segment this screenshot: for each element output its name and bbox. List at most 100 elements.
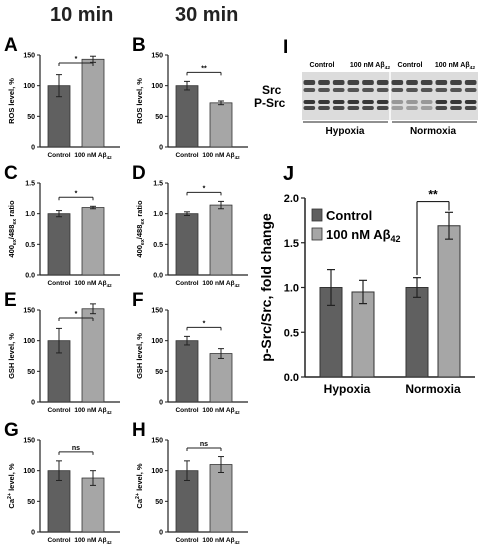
y-axis-label: 400ex/488ex ratio xyxy=(7,200,18,258)
chart-H: H 0 50 100 150 Ca2+ level, % Control 100 nM Aβ4… xyxy=(132,420,248,545)
y-tick-label: 50 xyxy=(155,499,163,506)
y-axis-label: GSH level, % xyxy=(135,333,144,379)
chart-F: F 0 50 100 150 GSH level, % Control 100 nM Aβ42… xyxy=(132,290,248,415)
band-src xyxy=(318,80,330,85)
band-psrc xyxy=(450,106,462,110)
band-psrc xyxy=(391,106,404,110)
chart-J: J 0.0 0.5 1.0 1.5 2.0 p-Src/Src, fold change Hy… xyxy=(258,163,475,396)
band-psrc xyxy=(406,100,418,104)
western-blot: I Control 100 nM Aβ42 Control 100 nM Aβ42 Src… xyxy=(254,37,478,137)
band-psrc xyxy=(347,106,360,110)
row-label-psrc: P-Src xyxy=(254,96,286,110)
row-label-src: Src xyxy=(262,83,282,97)
band-psrc xyxy=(435,100,448,104)
y-tick-label: 0.5 xyxy=(284,327,299,339)
band-src xyxy=(435,80,448,85)
band-psrc xyxy=(391,100,404,104)
x-tick-label: Control xyxy=(47,152,70,159)
lane-label-abeta: 100 nM Aβ42 xyxy=(435,62,475,71)
y-tick-label: 50 xyxy=(155,369,163,376)
panel-letter: G xyxy=(4,420,19,441)
significance-label: ns xyxy=(72,445,80,452)
y-tick-label: 0 xyxy=(31,530,35,537)
significance-label: * xyxy=(203,185,206,192)
chart-C: C 0.0 0.5 1.0 1.5 400ex/488ex ratio Control 100… xyxy=(4,163,120,288)
bar-treated xyxy=(209,353,233,403)
y-tick-label: 1.5 xyxy=(153,181,163,188)
bar-control xyxy=(175,85,199,148)
band-src xyxy=(347,88,360,92)
x-tick-label: 100 nM Aβ42 xyxy=(202,152,240,160)
band-psrc xyxy=(420,100,433,104)
bar-treated-normoxia xyxy=(437,225,461,378)
significance-label: ns xyxy=(200,441,208,448)
band-psrc xyxy=(450,100,462,104)
lane-label-abeta: 100 nM Aβ42 xyxy=(350,62,390,71)
x-tick-label: Control xyxy=(175,152,198,159)
significance-label: ** xyxy=(428,188,438,202)
y-tick-label: 100 xyxy=(23,468,35,475)
y-tick-label: 1.0 xyxy=(284,283,299,295)
band-src xyxy=(391,80,404,85)
y-axis-label: Ca2+ level, % xyxy=(135,463,144,509)
chart-B: B 0 50 100 150 ROS level, % Control 100 nM Aβ42… xyxy=(132,35,248,160)
lane-label-control: Control xyxy=(398,62,423,69)
y-tick-label: 1.5 xyxy=(25,181,35,188)
x-tick-label: Hypoxia xyxy=(324,382,371,396)
y-tick-label: 0 xyxy=(31,145,35,152)
y-tick-label: 50 xyxy=(27,369,35,376)
band-src xyxy=(332,88,345,92)
y-tick-label: 50 xyxy=(155,114,163,121)
band-psrc xyxy=(406,106,418,110)
y-tick-label: 2.0 xyxy=(284,193,299,205)
x-tick-label: Control xyxy=(175,407,198,414)
y-tick-label: 150 xyxy=(23,53,35,60)
y-tick-label: 100 xyxy=(23,338,35,345)
band-src xyxy=(420,80,433,85)
y-tick-label: 0.0 xyxy=(25,273,35,280)
y-tick-label: 150 xyxy=(23,438,35,445)
y-tick-label: 50 xyxy=(27,114,35,121)
legend: Control 100 nM Aβ42 xyxy=(311,208,401,244)
band-src xyxy=(450,88,462,92)
x-tick-label: 100 nM Aβ42 xyxy=(74,152,112,160)
band-src xyxy=(376,88,389,92)
x-tick-label: 100 nM Aβ42 xyxy=(202,537,240,545)
y-tick-label: 100 xyxy=(151,338,163,345)
band-psrc xyxy=(464,106,477,110)
bar-treated xyxy=(209,464,233,533)
legend-swatch xyxy=(311,208,323,222)
x-tick-label: Control xyxy=(175,537,198,544)
x-tick-label: 100 nM Aβ42 xyxy=(74,537,112,545)
panel-letter: F xyxy=(132,290,144,311)
legend-label: 100 nM Aβ42 xyxy=(326,227,401,244)
bar-treated-hypoxia xyxy=(351,291,375,378)
y-tick-label: 150 xyxy=(151,53,163,60)
chart-D: D 0.0 0.5 1.0 1.5 400ex/488ex ratio Control 100… xyxy=(132,163,248,288)
x-tick-label: 100 nM Aβ42 xyxy=(202,407,240,415)
band-psrc xyxy=(318,106,330,110)
legend-label: Control xyxy=(326,208,372,223)
band-psrc xyxy=(332,106,345,110)
significance-label: * xyxy=(75,56,78,63)
band-src xyxy=(362,80,374,85)
x-tick-label: Control xyxy=(47,280,70,287)
band-src xyxy=(406,80,418,85)
bar-treated xyxy=(81,207,105,276)
y-tick-label: 1.5 xyxy=(284,238,299,250)
y-axis-label: ROS level, % xyxy=(135,78,144,124)
band-psrc xyxy=(318,100,330,104)
panel-letter: D xyxy=(132,163,146,184)
group-label-hypoxia: Hypoxia xyxy=(326,126,365,137)
y-tick-label: 150 xyxy=(151,308,163,315)
significance-label: * xyxy=(75,311,78,318)
y-tick-label: 100 xyxy=(151,468,163,475)
bar-treated xyxy=(81,308,105,403)
legend-swatch xyxy=(311,227,323,241)
band-src xyxy=(303,88,316,92)
band-psrc xyxy=(362,106,374,110)
y-tick-label: 150 xyxy=(151,438,163,445)
panel-letter: E xyxy=(4,290,17,311)
band-src xyxy=(450,80,462,85)
